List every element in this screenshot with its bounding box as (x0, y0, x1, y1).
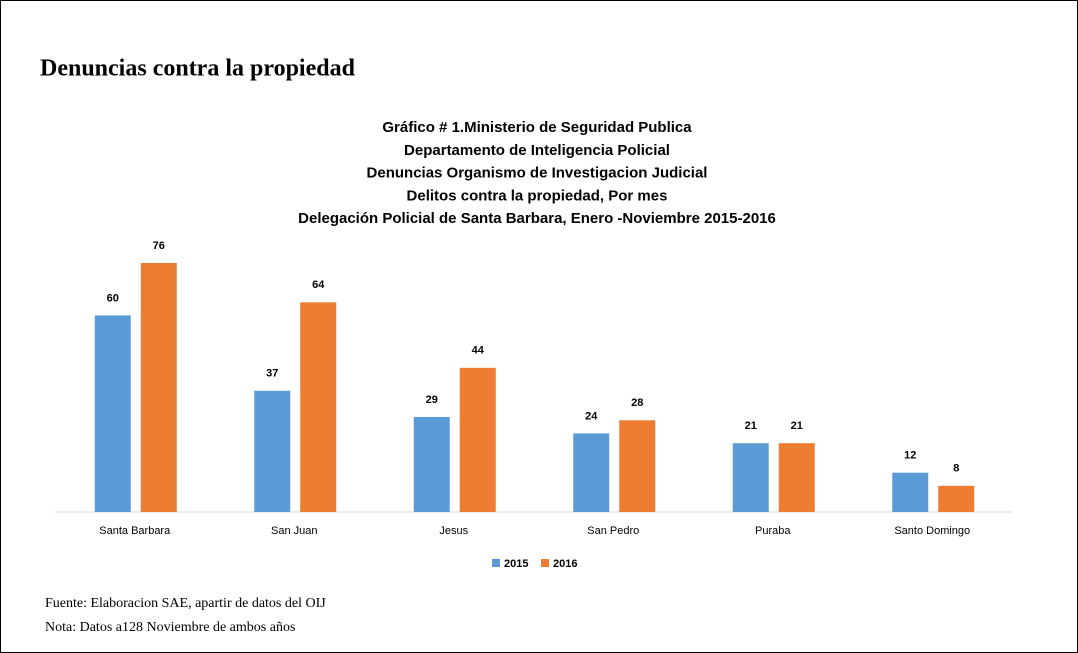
legend-label: 2016 (553, 558, 577, 570)
chart-title: Delegación Policial de Santa Barbara, En… (298, 210, 776, 227)
bar (892, 472, 929, 512)
bar (938, 485, 975, 512)
note: Fuente: Elaboracion SAE, apartir de dato… (45, 596, 326, 611)
bar (140, 263, 177, 512)
x-tick-label: Santa Barbara (99, 525, 171, 537)
data-label: 29 (426, 394, 438, 406)
legend-swatch (541, 559, 549, 567)
data-label: 37 (266, 368, 278, 380)
data-label: 21 (791, 420, 803, 432)
bar (300, 302, 337, 512)
chart-title: Delitos contra la propiedad, Por mes (407, 187, 668, 204)
data-label: 64 (312, 279, 325, 291)
data-label: 60 (107, 292, 119, 304)
bar (413, 416, 450, 512)
legend-label: 2015 (504, 558, 528, 570)
legend-swatch (492, 559, 500, 567)
bar (254, 390, 291, 512)
data-label: 8 (953, 463, 959, 475)
bar (459, 367, 496, 512)
x-tick-label: Santo Domingo (894, 525, 970, 537)
bar (619, 420, 656, 512)
data-label: 24 (585, 410, 598, 422)
bar (732, 443, 769, 512)
data-label: 76 (153, 240, 165, 252)
bar (94, 315, 131, 512)
x-tick-label: Jesus (439, 525, 468, 537)
chart-title: Denuncias Organismo de Investigacion Jud… (367, 165, 708, 182)
bar (778, 443, 815, 512)
heading: Denuncias contra la propiedad (40, 56, 356, 82)
data-label: 44 (472, 345, 485, 357)
bar (573, 433, 610, 512)
chart-title: Departamento de Inteligencia Policial (404, 142, 670, 159)
x-tick-label: San Juan (271, 525, 317, 537)
data-label: 21 (745, 420, 757, 432)
note: Nota: Datos a128 Noviembre de ambos años (45, 620, 295, 635)
x-tick-label: San Pedro (587, 525, 639, 537)
data-label: 12 (904, 450, 916, 462)
chart-title: Gráfico # 1.Ministerio de Seguridad Publ… (382, 119, 692, 136)
data-label: 28 (631, 397, 643, 409)
x-tick-label: Puraba (755, 525, 791, 537)
